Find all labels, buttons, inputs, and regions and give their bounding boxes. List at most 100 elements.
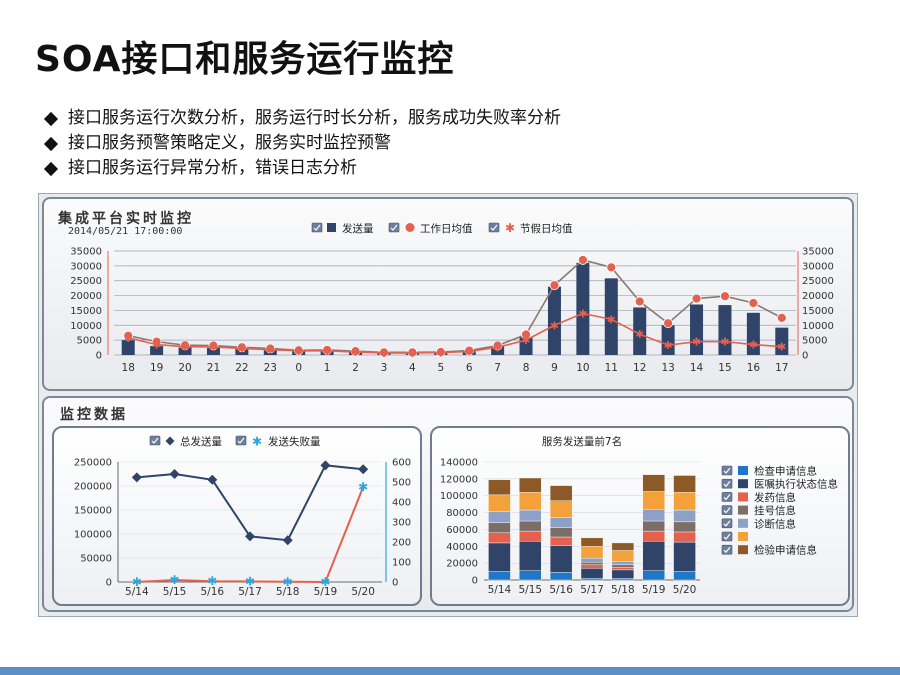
stacked-bar-segment bbox=[642, 570, 665, 581]
legend-marker bbox=[738, 505, 748, 515]
send-volume-subpanel: 0 50000 100000 150000 200000 250000 0 100 200 300… bbox=[52, 426, 422, 606]
total-send-point bbox=[245, 531, 255, 542]
stacked-bar-segment bbox=[673, 531, 696, 543]
legend-marker bbox=[738, 532, 748, 541]
bar-send-volume bbox=[547, 286, 561, 355]
bar-send-volume bbox=[206, 347, 220, 355]
bar-send-volume bbox=[150, 346, 164, 355]
y-tick-label-left: 100000 bbox=[74, 530, 112, 541]
legend-box-check bbox=[723, 520, 731, 527]
stacked-bar-segment bbox=[611, 550, 635, 562]
diamond-icon bbox=[43, 161, 59, 176]
x-tick-label: 17 bbox=[775, 362, 788, 374]
x-tick-label: 5/17 bbox=[238, 586, 262, 598]
y-tick-label-right: 0 bbox=[392, 578, 398, 589]
stacked-bar-segment bbox=[642, 508, 665, 522]
holiday-avg-point: ✱ bbox=[436, 347, 445, 360]
holiday-avg-point: ✱ bbox=[237, 342, 246, 355]
y-tick-label-left: 150000 bbox=[74, 506, 112, 517]
y-tick-label-left: 15000 bbox=[70, 306, 102, 317]
legend-label: 工作日均值 bbox=[420, 222, 473, 235]
stacked-bar-segment bbox=[549, 536, 573, 546]
legend-marker-total bbox=[165, 436, 175, 446]
legend-label: 医嘱执行状态信息 bbox=[754, 478, 838, 491]
y-tick-label-right: 5000 bbox=[802, 336, 827, 347]
stacked-bar-segment bbox=[519, 492, 542, 511]
y-tick-label-right: 300 bbox=[392, 518, 411, 529]
stacked-bar-segment bbox=[519, 541, 542, 571]
holiday-avg-point: ✱ bbox=[607, 313, 616, 326]
realtime-monitor-panel: 集成平台实时监控 2014/05/21 17:00:00 0 0 5000 5000 1… bbox=[42, 197, 854, 391]
holiday-avg-line bbox=[128, 312, 782, 354]
bullet-text: 接口服务运行次数分析，服务运行时长分析，服务成功失败率分析 bbox=[68, 108, 561, 128]
holiday-avg-point: ✱ bbox=[777, 341, 786, 354]
failed-send-point: ✱ bbox=[132, 575, 142, 589]
legend-label: 检查申请信息 bbox=[754, 465, 817, 478]
stacked-bar-segment bbox=[488, 494, 511, 512]
x-tick-label: 21 bbox=[207, 362, 220, 374]
stacked-bar-segment bbox=[642, 474, 665, 492]
stacked-bar-segment bbox=[519, 570, 542, 581]
holiday-avg-point: ✱ bbox=[664, 339, 673, 352]
legend-marker-workday bbox=[405, 223, 415, 232]
legend-box bbox=[721, 465, 733, 476]
legend-marker-holiday: ✱ bbox=[505, 221, 515, 235]
top7-chart: 服务发送量前7名 0 20000 40000 60000 80000 100000 12000… bbox=[440, 435, 838, 596]
legend-marker bbox=[738, 466, 748, 475]
stacked-bar-segment bbox=[673, 492, 696, 511]
legend-box bbox=[235, 435, 247, 446]
realtime-timestamp: 2014/05/21 17:00:00 bbox=[68, 226, 183, 237]
holiday-avg-point: ✱ bbox=[152, 339, 161, 352]
x-tick-label: 5/16 bbox=[200, 586, 224, 598]
stacked-bar-segment bbox=[611, 542, 635, 551]
bar-send-volume bbox=[633, 307, 647, 355]
legend-box bbox=[149, 435, 161, 446]
x-tick-label: 5/16 bbox=[549, 584, 573, 596]
bullet-list: 接口服务运行次数分析，服务运行时长分析，服务成功失败率分析 接口服务预警策略定义… bbox=[42, 106, 561, 181]
y-tick-label-left: 10000 bbox=[70, 321, 102, 332]
realtime-panel-title: 集成平台实时监控 bbox=[58, 211, 194, 227]
chart-title: 服务发送量前7名 bbox=[542, 435, 622, 448]
total-send-point bbox=[282, 535, 293, 546]
holiday-avg-point: ✱ bbox=[465, 345, 474, 358]
total-send-line bbox=[136, 464, 364, 542]
send-volume-chart: 0 50000 100000 150000 200000 250000 0 100 200 300… bbox=[74, 435, 411, 599]
x-tick-label: 5/18 bbox=[276, 586, 300, 598]
y-tick-label-right: 0 bbox=[802, 351, 808, 362]
stacked-bar-segment bbox=[673, 475, 696, 493]
stacked-bar-segment bbox=[519, 530, 542, 542]
y-tick-label-left: 0 bbox=[96, 351, 102, 362]
stacked-bar-segment bbox=[611, 561, 635, 566]
legend-box bbox=[721, 531, 733, 542]
legend-box bbox=[721, 478, 733, 489]
workday-avg-point bbox=[663, 318, 674, 329]
workday-avg-point bbox=[720, 291, 730, 302]
top7-subpanel: 服务发送量前7名 0 20000 40000 60000 80000 100000 12000… bbox=[430, 426, 850, 606]
y-tick-label-right: 500 bbox=[392, 478, 411, 489]
y-tick-label-left: 250000 bbox=[74, 458, 112, 469]
bar-send-volume bbox=[121, 340, 135, 355]
bar-send-volume bbox=[491, 346, 505, 355]
y-tick-label: 20000 bbox=[446, 559, 478, 570]
diamond-icon bbox=[43, 111, 59, 126]
holiday-avg-point: ✱ bbox=[408, 347, 417, 360]
stacked-bar-segment bbox=[549, 517, 573, 528]
stacked-bar-segment bbox=[549, 572, 573, 581]
failed-send-point: ✱ bbox=[245, 574, 255, 588]
total-send-point bbox=[207, 474, 218, 485]
x-tick-label: 15 bbox=[718, 362, 731, 374]
total-send-point bbox=[320, 460, 331, 471]
x-tick-label: 18 bbox=[122, 362, 135, 374]
y-tick-label-left: 35000 bbox=[70, 247, 102, 258]
page-title: SOA接口和服务运行监控 bbox=[35, 39, 455, 80]
holiday-avg-point: ✱ bbox=[550, 319, 559, 332]
legend-box-check bbox=[723, 494, 731, 501]
failed-send-point: ✱ bbox=[358, 480, 368, 494]
failed-send-point: ✱ bbox=[320, 575, 330, 589]
x-tick-label: 5 bbox=[437, 362, 444, 374]
y-tick-label: 140000 bbox=[440, 458, 478, 469]
y-tick-label: 60000 bbox=[446, 525, 478, 536]
workday-avg-point bbox=[236, 342, 247, 353]
x-tick-label: 2 bbox=[352, 362, 359, 374]
stacked-bar-segment bbox=[673, 541, 696, 572]
